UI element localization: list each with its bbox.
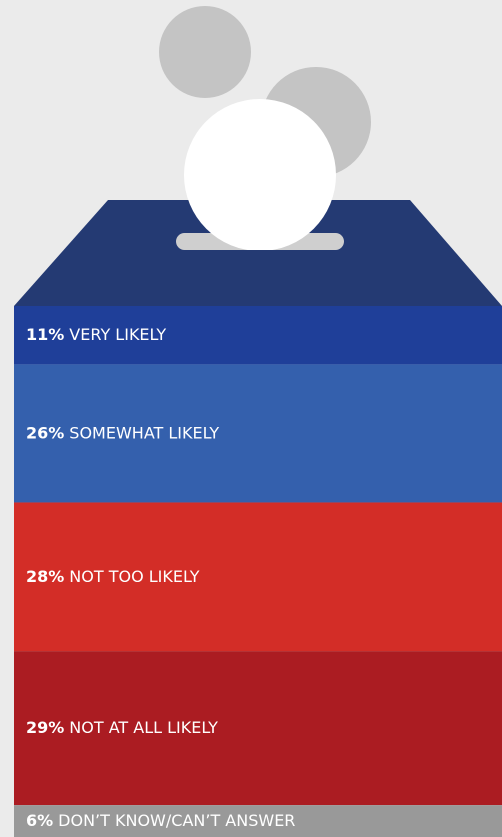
box-lid [14,200,502,306]
category-label: DON’T KNOW/CAN’T ANSWER [58,811,295,830]
segment [14,364,502,503]
category-label: NOT AT ALL LIKELY [69,718,218,737]
value-label: 11% [26,325,64,344]
value-label: 28% [26,566,64,585]
value-label: 29% [26,718,64,737]
segment-label: 6% DON’T KNOW/CAN’T ANSWER [26,811,295,830]
segment-label: 11% VERY LIKELY [26,325,166,344]
segment [14,306,502,365]
segment [14,502,502,652]
segment [14,651,502,806]
category-label: NOT TOO LIKELY [69,566,199,585]
ballot-coin [184,99,336,250]
segment-label: 28% NOT TOO LIKELY [26,566,200,585]
segment-label: 26% SOMEWHAT LIKELY [26,423,219,442]
value-label: 6% [26,811,53,830]
segment-label: 29% NOT AT ALL LIKELY [26,718,218,737]
category-label: VERY LIKELY [69,325,166,344]
coin [159,6,251,98]
segment [14,805,502,837]
category-label: SOMEWHAT LIKELY [69,423,219,442]
value-label: 26% [26,423,64,442]
